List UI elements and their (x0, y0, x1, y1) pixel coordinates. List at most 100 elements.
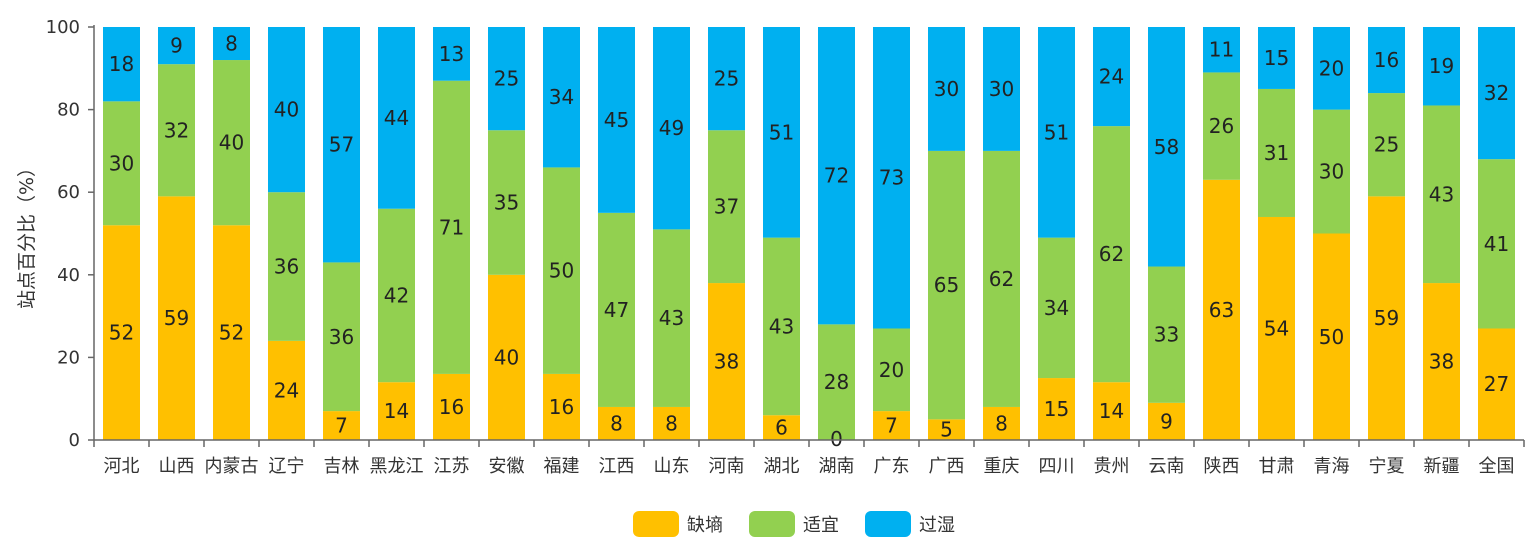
x-tick-label: 四川 (1039, 456, 1075, 477)
data-label: 5 (940, 418, 953, 442)
bar-segment (873, 27, 910, 329)
bar-segment (543, 27, 580, 168)
bar-segment (103, 225, 140, 440)
data-label: 59 (1374, 306, 1399, 330)
data-label: 0 (830, 427, 843, 451)
x-tick-label: 贵州 (1094, 456, 1130, 477)
bar-segment (1368, 93, 1405, 197)
x-tick-label: 河北 (104, 456, 140, 477)
bar-segment (818, 324, 855, 440)
data-label: 72 (824, 164, 849, 188)
data-label: 25 (494, 67, 519, 91)
bar-segment (1203, 27, 1240, 73)
x-tick-label: 湖南 (819, 456, 855, 477)
data-label: 11 (1209, 38, 1234, 62)
bar-segment (1423, 105, 1460, 284)
y-tick-label: 0 (69, 430, 80, 451)
data-label: 63 (1209, 298, 1234, 322)
data-label: 71 (439, 215, 464, 239)
data-label: 16 (1374, 48, 1399, 72)
x-tick-label: 新疆 (1424, 456, 1460, 477)
data-label: 34 (1044, 296, 1069, 320)
data-label: 36 (329, 325, 354, 349)
legend-swatch (865, 511, 911, 537)
data-label: 31 (1264, 141, 1289, 165)
y-tick-label: 20 (57, 347, 80, 368)
bar-segment (763, 27, 800, 238)
x-tick-label: 辽宁 (269, 456, 305, 477)
bar-segment (1038, 237, 1075, 379)
data-label: 7 (885, 414, 898, 438)
bar-segment (708, 130, 745, 284)
bar-segment (158, 27, 195, 65)
data-label: 8 (665, 411, 678, 435)
bar-segment (928, 419, 965, 440)
data-label: 38 (714, 350, 739, 374)
bar-segment (433, 80, 470, 374)
bar-segment (1258, 27, 1295, 89)
data-label: 6 (775, 416, 788, 440)
legend-label: 适宜 (803, 515, 839, 536)
bar-segment (1313, 109, 1350, 234)
bar-segment (818, 27, 855, 325)
legend-swatch (749, 511, 795, 537)
data-label: 37 (714, 195, 739, 219)
data-label: 16 (439, 395, 464, 419)
data-label: 73 (879, 166, 904, 190)
bar-segment (708, 27, 745, 131)
data-label: 57 (329, 133, 354, 157)
bar-segment (323, 27, 360, 263)
y-tick-label: 40 (57, 265, 80, 286)
data-label: 28 (824, 370, 849, 394)
x-tick-label: 湖北 (764, 456, 800, 477)
data-label: 25 (714, 67, 739, 91)
data-label: 45 (604, 108, 629, 132)
bar-segment (158, 196, 195, 440)
x-tick-label: 宁夏 (1369, 456, 1405, 477)
data-label: 51 (1044, 120, 1069, 144)
data-label: 8 (610, 411, 623, 435)
bar-segment (983, 150, 1020, 407)
legend-swatch (633, 511, 679, 537)
data-label: 30 (109, 151, 134, 175)
data-label: 15 (1264, 46, 1289, 70)
bar-segment (1313, 27, 1350, 110)
bar-segment (1258, 88, 1295, 217)
bar-segment (268, 340, 305, 440)
data-label: 49 (659, 116, 684, 140)
data-label: 20 (879, 358, 904, 382)
bar-segment (103, 27, 140, 102)
x-tick-label: 安徽 (489, 456, 525, 477)
bar-segment (928, 150, 965, 420)
bar-segment (323, 411, 360, 440)
bar-segment (1148, 27, 1185, 267)
data-label: 24 (1099, 65, 1124, 89)
x-tick-label: 福建 (544, 456, 580, 477)
data-label: 7 (335, 414, 348, 438)
data-label: 35 (494, 191, 519, 215)
data-label: 59 (164, 306, 189, 330)
data-label: 33 (1154, 323, 1179, 347)
data-label: 36 (274, 255, 299, 279)
data-label: 65 (934, 273, 959, 297)
bar-segment (1093, 27, 1130, 127)
bar-segment (378, 382, 415, 440)
x-tick-label: 广东 (874, 456, 910, 477)
bar-segment (653, 406, 690, 440)
bar-segment (1038, 378, 1075, 440)
data-label: 51 (769, 120, 794, 144)
plot-area: 站点百分比（%）020406080100523018河北59329山西52408… (16, 17, 1525, 477)
bar-segment (1478, 328, 1515, 440)
bar-segment (213, 225, 250, 440)
data-label: 15 (1044, 397, 1069, 421)
bar-segment (1368, 196, 1405, 440)
data-label: 26 (1209, 114, 1234, 138)
data-label: 40 (219, 131, 244, 155)
bar-segment (378, 208, 415, 383)
x-tick-label: 甘肃 (1259, 456, 1295, 477)
data-label: 9 (1160, 409, 1173, 433)
bar-segment (158, 64, 195, 197)
data-label: 50 (549, 259, 574, 283)
y-tick-label: 80 (57, 100, 80, 121)
